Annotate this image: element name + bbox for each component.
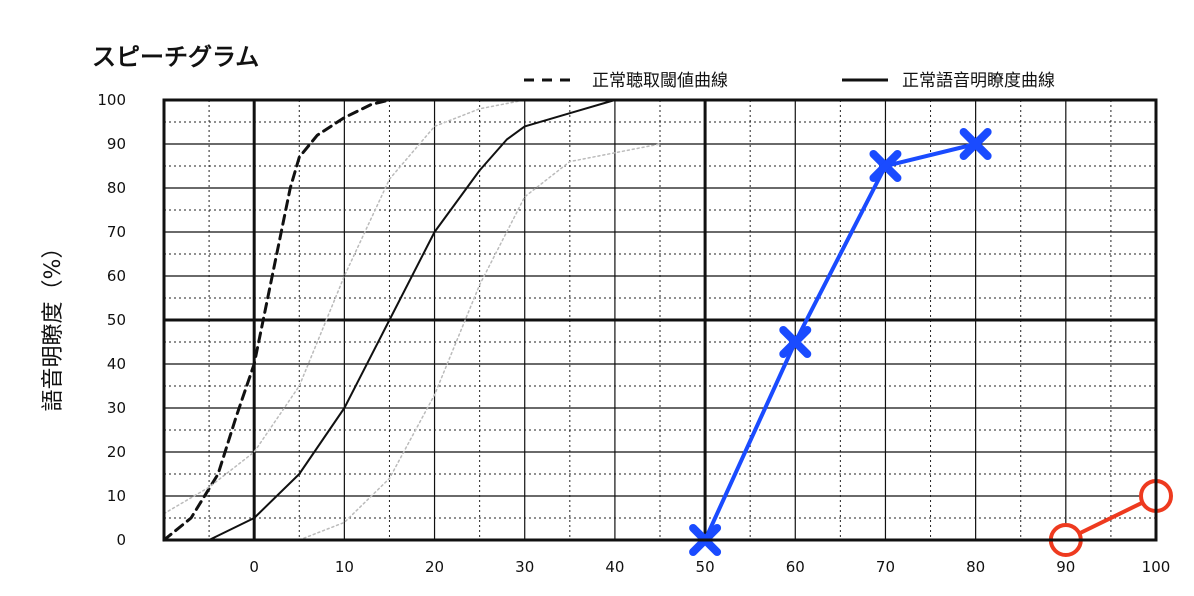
legend-label-threshold: 正常聴取閾値曲線 <box>592 71 728 91</box>
x-tick-label: 0 <box>249 558 259 576</box>
plot-border <box>162 98 1158 542</box>
x-tick-label: 90 <box>1056 558 1075 576</box>
series-line-1 <box>208 99 616 541</box>
x-marker-stroke <box>779 326 812 358</box>
series-line-3 <box>298 143 661 541</box>
x-tick-label: 40 <box>605 558 624 576</box>
x-marker-stroke <box>869 150 902 182</box>
x-tick-label: 60 <box>786 558 805 576</box>
data-point-x-marker <box>959 128 992 160</box>
series-layer <box>162 98 1173 557</box>
series-line-2 <box>163 99 571 515</box>
legend-label-intelligibility: 正常語音明瞭度曲線 <box>902 71 1055 91</box>
y-tick-label: 20 <box>107 443 126 461</box>
x-tick-labels: 0 10 20 30 40 50 60 70 80 90 100 <box>249 558 1170 576</box>
y-tick-label: 70 <box>107 223 126 241</box>
series-line-0 <box>162 98 391 542</box>
x-tick-label: 50 <box>696 558 715 576</box>
y-tick-labels: 0 10 20 30 40 50 60 70 80 90 100 <box>97 91 126 549</box>
y-tick-label: 90 <box>107 135 126 153</box>
x-tick-label: 30 <box>515 558 534 576</box>
y-tick-label: 50 <box>107 311 126 329</box>
legend: 正常聴取閾値曲線 正常語音明瞭度曲線 <box>524 71 1055 91</box>
y-tick-label: 10 <box>107 487 126 505</box>
data-point-x-marker <box>869 150 902 182</box>
y-tick-label: 30 <box>107 399 126 417</box>
y-tick-label: 100 <box>97 91 126 109</box>
y-tick-label: 40 <box>107 355 126 373</box>
data-point-x-marker <box>779 326 812 358</box>
chart-title: スピーチグラム <box>92 43 259 71</box>
series-line-4 <box>703 142 978 542</box>
y-tick-label: 60 <box>107 267 126 285</box>
x-tick-label: 10 <box>335 558 354 576</box>
x-tick-label: 100 <box>1142 558 1171 576</box>
x-tick-label: 20 <box>425 558 444 576</box>
y-tick-label: 0 <box>116 531 126 549</box>
minor-grid <box>164 100 1156 540</box>
x-tick-label: 70 <box>876 558 895 576</box>
y-tick-label: 80 <box>107 179 126 197</box>
x-tick-label: 80 <box>966 558 985 576</box>
y-axis-label: 語音明瞭度（%） <box>41 237 66 412</box>
x-marker-stroke <box>959 128 992 160</box>
